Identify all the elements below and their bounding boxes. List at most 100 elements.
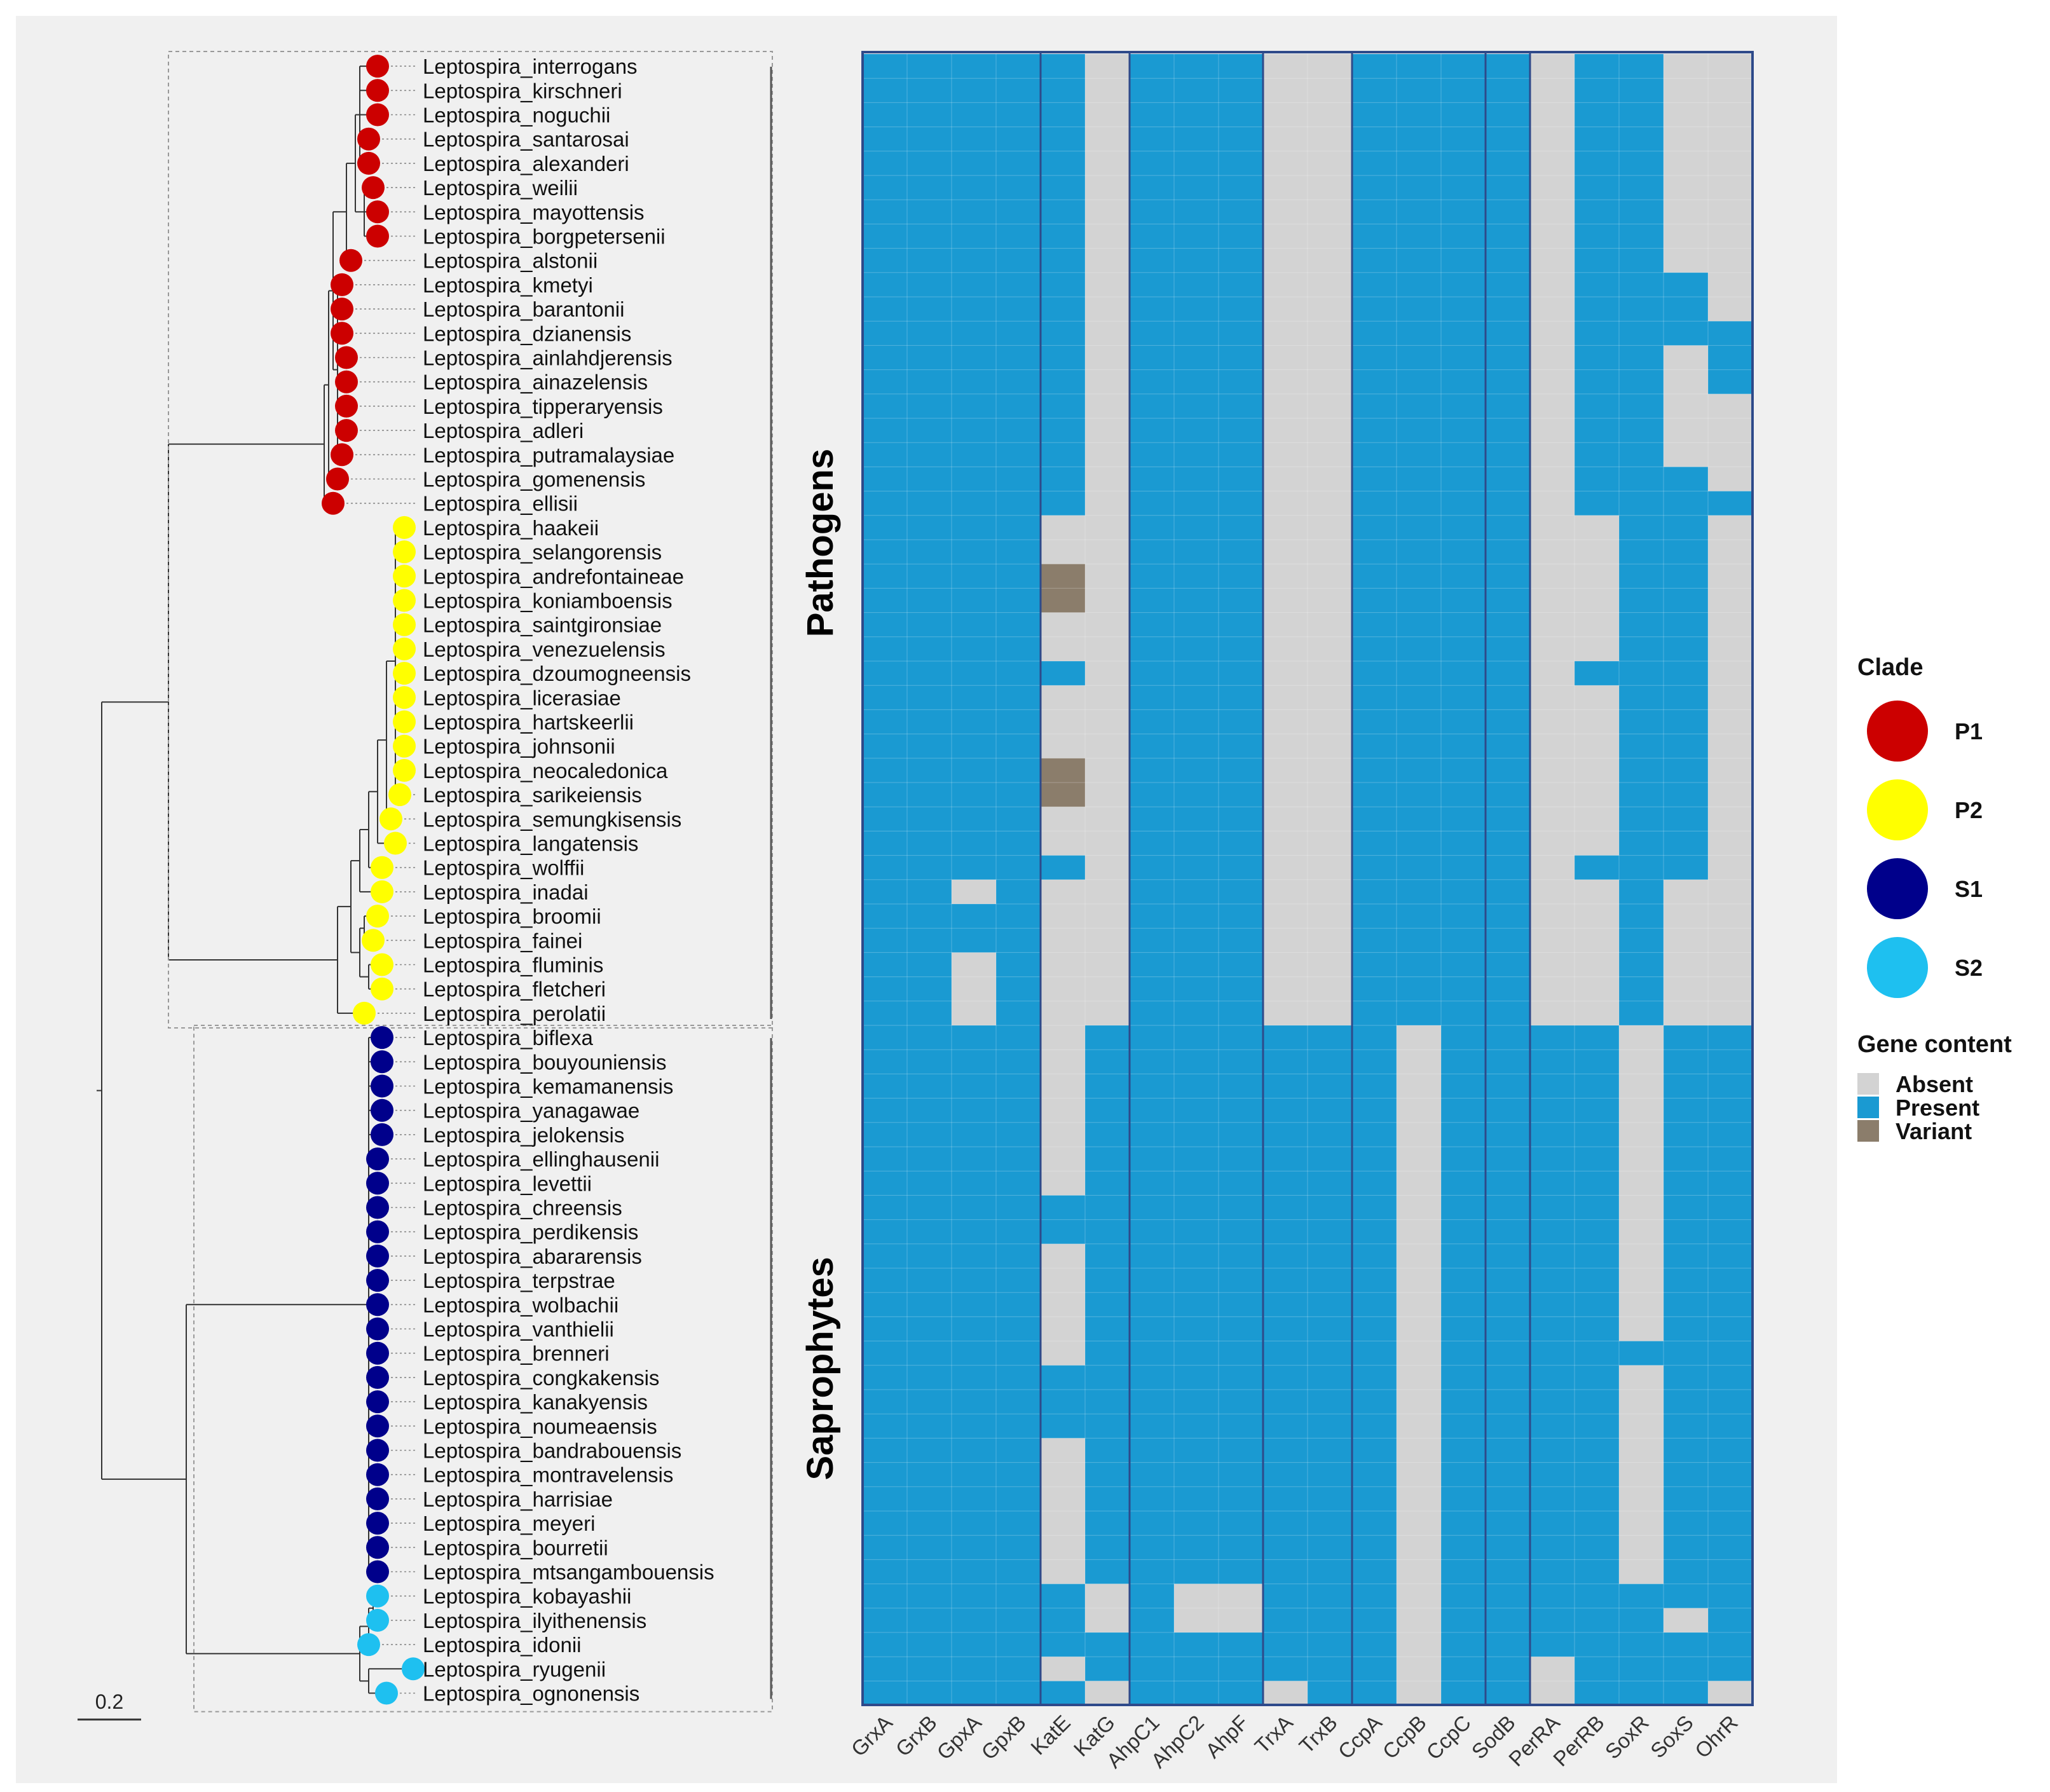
tip-point: [393, 662, 416, 685]
heatmap-cell: [1219, 1195, 1264, 1221]
heatmap-cell: [1352, 1050, 1397, 1074]
heatmap-cell: [1486, 369, 1531, 395]
heatmap-cell: [1397, 1390, 1442, 1414]
heatmap-cell: [1130, 1681, 1175, 1706]
heatmap-cell: [1486, 1511, 1531, 1536]
heatmap-cell: [1575, 928, 1620, 953]
heatmap-cell: [952, 588, 997, 613]
heatmap-cell: [996, 879, 1041, 905]
heatmap-cell: [1575, 272, 1620, 298]
tip-point: [393, 710, 416, 734]
heatmap-cell: [952, 297, 997, 322]
heatmap-cell: [1130, 855, 1175, 880]
heatmap-cell: [1308, 1462, 1353, 1488]
heatmap-cell: [1708, 102, 1753, 128]
heatmap-cell: [996, 467, 1041, 492]
heatmap-cell: [952, 345, 997, 371]
heatmap-cell: [1085, 540, 1130, 564]
heatmap-cell: [952, 758, 997, 783]
heatmap-cell: [952, 224, 997, 249]
heatmap-cell: [1441, 540, 1486, 564]
heatmap-cell: [1174, 78, 1219, 103]
heatmap-cell: [1174, 540, 1219, 564]
heatmap-cell: [1441, 515, 1486, 540]
heatmap-cell: [907, 1559, 952, 1585]
heatmap-cell: [1575, 515, 1620, 540]
heatmap-cell: [863, 102, 908, 128]
species-label: Leptospira_harrisiae: [423, 1488, 613, 1511]
heatmap-cell: [1219, 491, 1264, 516]
heatmap-cell: [1441, 734, 1486, 759]
heatmap-cell: [1397, 1050, 1442, 1074]
heatmap-cell: [996, 564, 1041, 589]
heatmap-cell: [1619, 661, 1664, 686]
species-label: Leptospira_haakeii: [423, 516, 599, 540]
tip-point: [366, 79, 389, 102]
heatmap-cell: [907, 200, 952, 224]
heatmap-cell: [1308, 588, 1353, 613]
heatmap-cell: [1708, 1438, 1753, 1463]
heatmap-cell: [1664, 1147, 1709, 1172]
heatmap-cell: [1085, 467, 1130, 492]
tip-point: [379, 807, 402, 831]
heatmap-cell: [1308, 369, 1353, 395]
heatmap-cell: [1085, 345, 1130, 371]
heatmap-cell: [1085, 272, 1130, 298]
tip-point: [375, 1681, 398, 1705]
heatmap-cell: [1486, 636, 1531, 662]
heatmap-cell: [1575, 1268, 1620, 1293]
heatmap-cell: [1041, 491, 1086, 516]
tip-point: [366, 1414, 389, 1438]
heatmap-cell: [1575, 540, 1620, 564]
heatmap-cell: [1530, 1414, 1575, 1439]
heatmap-cell: [1041, 1681, 1086, 1706]
heatmap-cell: [1308, 1098, 1353, 1123]
heatmap-cell: [1619, 1365, 1664, 1390]
heatmap-cell: [1397, 297, 1442, 322]
heatmap-cell: [863, 442, 908, 467]
heatmap-cell: [1219, 685, 1264, 710]
heatmap-cell: [1352, 1511, 1397, 1536]
heatmap-cell: [1708, 418, 1753, 443]
heatmap-cell: [1263, 1050, 1308, 1074]
heatmap-cell: [1219, 54, 1264, 79]
heatmap-cell: [1130, 928, 1175, 953]
heatmap-cell: [1174, 491, 1219, 516]
heatmap-cell: [1530, 904, 1575, 929]
heatmap-cell: [1130, 175, 1175, 200]
heatmap-cell: [1530, 1243, 1575, 1269]
heatmap-cell: [907, 248, 952, 273]
heatmap-cell: [1708, 515, 1753, 540]
heatmap-cell: [1619, 1171, 1664, 1196]
heatmap-cell: [1530, 976, 1575, 1002]
heatmap-cell: [1575, 1681, 1620, 1706]
heatmap-cell: [1130, 709, 1175, 735]
heatmap-cell: [1575, 807, 1620, 831]
tip-point: [366, 1269, 389, 1292]
heatmap-cell: [863, 1050, 908, 1074]
heatmap-cell: [863, 345, 908, 371]
heatmap-cell: [1130, 807, 1175, 831]
heatmap-cell: [1263, 1486, 1308, 1512]
heatmap-cell: [1174, 1195, 1219, 1221]
heatmap-cell: [1486, 1025, 1531, 1050]
heatmap-cell: [1085, 1486, 1130, 1512]
heatmap-cell: [1085, 831, 1130, 856]
species-label: Leptospira_kmetyi: [423, 273, 593, 297]
tip-point: [371, 1123, 393, 1146]
heatmap-cell: [1219, 175, 1264, 200]
heatmap-cell: [1664, 1511, 1709, 1536]
species-label: Leptospira_congkakensis: [423, 1366, 659, 1390]
species-label: Leptospira_inadai: [423, 880, 589, 904]
heatmap-cell: [863, 661, 908, 686]
heatmap-cell: [1352, 345, 1397, 371]
heatmap-cell: [1174, 1608, 1219, 1633]
heatmap-cell: [1575, 418, 1620, 443]
heatmap-cell: [1308, 1486, 1353, 1512]
heatmap-cell: [1664, 1390, 1709, 1414]
heatmap-cell: [1219, 952, 1264, 978]
heatmap-cell: [1441, 151, 1486, 176]
heatmap-cell: [1085, 1365, 1130, 1390]
heatmap-cell: [952, 248, 997, 273]
